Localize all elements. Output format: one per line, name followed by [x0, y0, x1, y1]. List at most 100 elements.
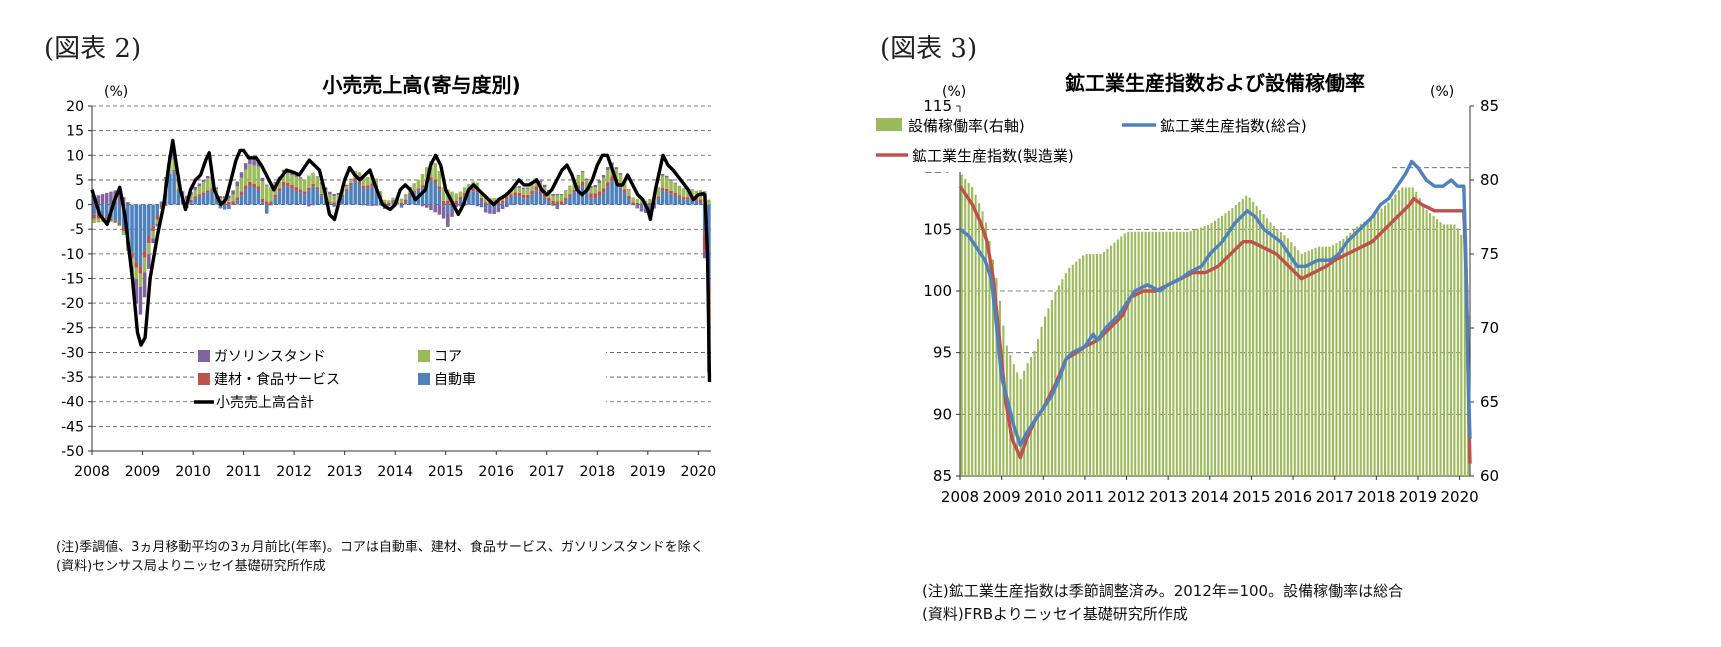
bar-core: [138, 273, 143, 287]
bar-auto: [467, 193, 471, 205]
bar-gasoline: [315, 176, 320, 177]
bar-core: [580, 172, 585, 182]
bar-auto: [681, 199, 686, 205]
bar-capacity: [1144, 231, 1147, 476]
bar-core: [458, 191, 463, 197]
bar-building_food: [547, 197, 551, 202]
bar-building_food: [665, 188, 669, 192]
bar-gasoline: [420, 204, 425, 207]
bar-auto: [450, 204, 454, 209]
bar-gasoline: [214, 187, 218, 189]
bar-core: [264, 185, 269, 202]
bar-core: [681, 188, 686, 198]
x-tick-label: 2017: [529, 464, 565, 480]
bar-auto: [113, 204, 117, 221]
bar-building_food: [686, 197, 690, 200]
bar-capacity: [1082, 255, 1085, 476]
bar-auto: [496, 204, 501, 208]
bar-auto: [656, 198, 661, 205]
bar-capacity: [1307, 250, 1310, 476]
bar-gasoline: [109, 191, 113, 205]
bar-building_food: [328, 201, 332, 204]
bar-gasoline: [483, 208, 488, 213]
bar-capacity: [1352, 229, 1355, 476]
bar-capacity: [1172, 231, 1175, 476]
bar-capacity: [1123, 233, 1126, 476]
bar-core: [622, 181, 627, 190]
bar-auto: [521, 198, 526, 205]
bar-gasoline: [370, 204, 374, 206]
bar-capacity: [964, 178, 967, 476]
bar-auto: [622, 192, 627, 205]
bar-core: [117, 224, 122, 227]
bar-capacity: [984, 222, 988, 476]
bar-capacity: [1255, 205, 1258, 476]
figure-3-label: (図表 3): [880, 34, 978, 64]
figure-2-notes: (注)季調値、3ヵ月移動平均の3ヵ月前比(年率)。コアは自動車、建材、食品サービ…: [56, 538, 704, 576]
bar-core: [568, 186, 572, 195]
bar-core: [483, 198, 488, 203]
bar-core: [361, 176, 366, 186]
bar-auto: [563, 200, 568, 205]
figure-2-panel: (図表 2) 小売売上高(寄与度別) (%) 20 15 10 5 0 -5 -10 -15 -20…: [0, 0, 860, 647]
y-tick-label: -5: [70, 222, 84, 238]
bar-capacity: [1272, 225, 1276, 476]
bar-capacity: [1182, 231, 1185, 476]
bar-core: [416, 179, 421, 189]
bar-capacity: [1033, 350, 1036, 476]
bar-core: [454, 193, 459, 201]
bar-auto: [513, 195, 517, 205]
bar-gasoline: [155, 223, 160, 227]
bar-auto: [555, 204, 560, 210]
bar-core: [462, 187, 467, 193]
bar-auto: [534, 190, 539, 205]
x-tick-label: 2012: [276, 464, 312, 480]
bar-auto: [669, 193, 673, 205]
bar-auto: [357, 184, 362, 205]
bar-building_food: [580, 181, 585, 186]
bar-gasoline: [509, 204, 513, 206]
bar-auto: [366, 188, 370, 205]
bar-capacity: [1314, 247, 1317, 476]
bar-auto: [601, 192, 606, 205]
bar-gasoline: [521, 187, 526, 190]
bar-gasoline: [500, 204, 505, 209]
bar-auto: [328, 203, 332, 205]
total-line: [90, 138, 712, 383]
y-right-tick-label: 85: [1480, 97, 1499, 115]
x-tick-label: 2013: [1149, 488, 1187, 506]
line-ip_mfg: [958, 185, 1472, 464]
bar-gasoline: [298, 177, 303, 179]
bar-auto: [92, 204, 96, 215]
bar-building_food: [606, 182, 610, 187]
bar-core: [521, 189, 526, 195]
y-axis-right-unit: (%): [1430, 84, 1454, 100]
bar-capacity: [1356, 226, 1359, 476]
bar-capacity: [1210, 223, 1213, 476]
bar-auto: [399, 204, 404, 208]
bar-gasoline: [264, 184, 269, 186]
bar-building_food: [366, 185, 370, 189]
bar-building_food: [155, 215, 160, 220]
bar-core: [686, 189, 690, 198]
bar-auto: [690, 199, 694, 205]
bar-core: [665, 177, 669, 189]
bar-capacity: [1019, 378, 1022, 476]
bar-capacity: [1078, 258, 1081, 476]
bar-auto: [227, 204, 231, 210]
bar-building_food: [382, 202, 387, 205]
bar-core: [526, 188, 530, 195]
bar-auto: [218, 204, 223, 209]
bar-capacity: [1432, 216, 1435, 476]
bar-core: [201, 182, 206, 193]
bar-building_food: [412, 190, 416, 193]
bar-building_food: [513, 192, 517, 196]
bar-building_food: [538, 189, 543, 194]
bar-capacity: [1321, 246, 1324, 476]
bar-auto: [239, 195, 244, 205]
bar-gasoline: [551, 194, 555, 196]
bar-capacity: [1342, 238, 1345, 476]
bar-core: [349, 179, 353, 183]
bar-building_food: [559, 201, 564, 205]
bar-gasoline: [252, 157, 256, 166]
